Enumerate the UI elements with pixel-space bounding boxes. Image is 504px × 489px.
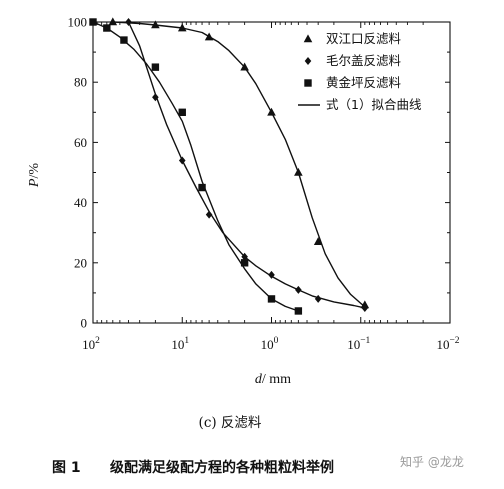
legend-huangjinping: 黄金坪反滤料 <box>304 75 402 90</box>
legend-marker-triangle <box>303 34 313 43</box>
figure-caption-text: 级配满足级配方程的各种粗粒料举例 <box>110 459 334 476</box>
maoergai-point <box>268 270 275 279</box>
x-axis-title: d/ mm <box>255 372 291 387</box>
x-tick-label: 10−2 <box>436 336 459 352</box>
x-axis-variable: d <box>255 372 263 387</box>
legend-fit-curve: 式（1）拟合曲线 <box>298 97 422 112</box>
sub-caption: (c) 反滤料 <box>199 415 262 431</box>
legend-marker-square <box>304 79 312 87</box>
x-tick-label: 10−1 <box>347 336 370 352</box>
huangjinping-point <box>89 18 97 26</box>
y-tick-label: 80 <box>74 75 87 90</box>
x-axis-unit: / mm <box>262 372 291 387</box>
y-tick-label: 60 <box>74 135 87 150</box>
legend-label: 式（1）拟合曲线 <box>326 97 422 112</box>
shuangjiangkou-point <box>151 20 160 29</box>
huangjinping-point <box>240 259 249 267</box>
maoergai-point <box>152 93 159 102</box>
y-tick-label: 100 <box>68 15 88 30</box>
plot-axes: 0 20 40 60 80 100 102 101 100 10−1 10−2 <box>68 15 460 353</box>
shuangjiangkou-point <box>313 237 323 246</box>
y-tick-label: 40 <box>74 195 87 210</box>
fit-curve-3 <box>92 21 299 312</box>
data-points <box>89 17 370 315</box>
y-tick-label: 20 <box>74 255 87 270</box>
fit-curves <box>92 21 366 312</box>
maoergai-point <box>178 156 186 165</box>
x-tick-label: 101 <box>171 336 189 352</box>
legend-shuangjiangkou: 双江口反滤料 <box>303 31 402 46</box>
legend-maoergai: 毛尔盖反滤料 <box>304 53 402 68</box>
watermark: 知乎 @龙龙 <box>400 455 464 469</box>
maoergai-point <box>125 18 132 26</box>
shuangjiangkou-point <box>240 62 249 71</box>
maoergai-point <box>295 285 302 294</box>
shuangjiangkou-point <box>108 17 118 26</box>
huangjinping-point <box>178 108 186 116</box>
y-axis-unit: /% <box>27 163 42 179</box>
huangjinping-point <box>198 183 206 192</box>
shuangjiangkou-point <box>204 32 214 41</box>
shuangjiangkou-point <box>294 167 303 176</box>
legend-label: 毛尔盖反滤料 <box>326 53 402 68</box>
y-tick-label: 0 <box>81 316 88 331</box>
huangjinping-point <box>151 63 160 71</box>
maoergai-point <box>241 252 248 261</box>
legend-label: 黄金坪反滤料 <box>326 75 402 90</box>
x-tick-label: 100 <box>261 336 279 352</box>
figure-caption-label: 图 1 <box>52 460 81 476</box>
huangjinping-point <box>294 307 303 315</box>
legend-label: 双江口反滤料 <box>326 31 402 46</box>
fit-curve-1 <box>112 21 366 307</box>
huangjinping-point <box>120 36 128 44</box>
maoergai-point <box>314 294 322 303</box>
y-axis-title: P/% <box>27 163 42 188</box>
shuangjiangkou-point <box>267 107 276 116</box>
x-tick-label: 102 <box>82 336 100 352</box>
y-axis-variable: P <box>27 178 42 188</box>
maoergai-point <box>361 303 369 312</box>
huangjinping-point <box>103 24 111 32</box>
huangjinping-point <box>267 295 276 303</box>
legend-marker-diamond <box>304 57 312 65</box>
shuangjiangkou-point <box>177 23 187 32</box>
maoergai-point <box>205 210 213 219</box>
